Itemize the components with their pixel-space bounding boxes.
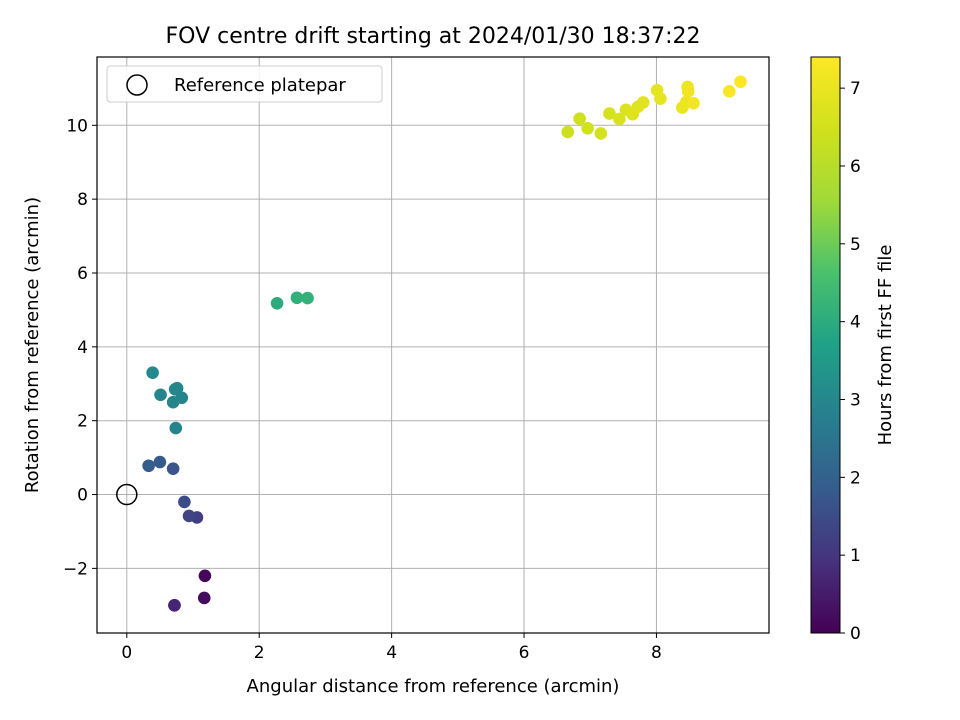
y-tick-label: 2: [77, 412, 88, 432]
data-point: [301, 291, 314, 305]
colorbar-tick-label: 7: [850, 79, 861, 99]
colorbar-tick-label: 0: [850, 624, 861, 644]
data-point: [722, 85, 736, 98]
colorbar-tick-label: 3: [850, 390, 861, 410]
data-point: [182, 509, 196, 523]
y-tick-label: 6: [77, 264, 88, 284]
data-point: [613, 112, 626, 126]
reference-marker: [116, 483, 138, 506]
data-point: [198, 569, 212, 583]
colorbar-label: Hours from first FF file: [875, 245, 896, 446]
data-point: [170, 381, 184, 395]
legend: Reference platepar: [106, 65, 383, 103]
y-tick-label: −2: [63, 559, 88, 579]
chart-title: FOV centre drift starting at 2024/01/30 …: [166, 24, 701, 49]
data-point: [734, 75, 747, 89]
y-tick-label: 8: [77, 190, 88, 210]
data-point: [178, 495, 191, 509]
x-axis: 0 2 4 6 8: [121, 633, 662, 663]
data-point: [687, 96, 700, 110]
legend-reference-marker: [126, 74, 148, 96]
x-tick-label: 8: [651, 643, 662, 663]
y-tick-label: 0: [77, 486, 88, 506]
data-point: [290, 291, 304, 305]
data-point: [168, 599, 181, 612]
data-point: [175, 391, 189, 405]
data-points: [142, 75, 747, 612]
x-tick-label: 4: [386, 643, 397, 663]
x-tick-label: 2: [254, 643, 265, 663]
y-axis-label: Rotation from reference (arcmin): [22, 197, 43, 493]
reference-platepar-marker: [116, 483, 138, 506]
data-point: [594, 127, 608, 140]
data-point: [142, 459, 155, 473]
colorbar-tick-label: 4: [850, 313, 861, 333]
data-point: [270, 296, 284, 310]
data-point: [581, 121, 594, 135]
legend-reference-label: Reference platepar: [174, 75, 346, 96]
colorbar-tick-label: 6: [850, 157, 861, 177]
data-point: [154, 388, 167, 402]
colorbar-gradient: [810, 56, 841, 634]
colorbar: 0 1 2 3 4 5 6 7 Hours from first FF file: [810, 56, 896, 644]
plot-frame: [96, 56, 770, 634]
x-tick-label: 0: [121, 643, 132, 663]
colorbar-tick-label: 2: [850, 468, 861, 488]
data-point: [561, 125, 575, 139]
colorbar-tick-label: 1: [850, 546, 861, 566]
data-point: [654, 92, 667, 106]
data-point: [153, 455, 167, 469]
data-point: [603, 107, 616, 120]
data-point: [636, 96, 650, 109]
data-point: [197, 591, 211, 605]
colorbar-ticks: 0 1 2 3 4 5 6 7: [840, 79, 861, 644]
data-point: [166, 462, 180, 475]
data-point: [169, 421, 183, 435]
plot-grid: [97, 57, 769, 633]
data-point: [681, 85, 695, 98]
data-point: [146, 366, 159, 379]
y-tick-label: 4: [77, 338, 88, 358]
y-tick-label: 10: [66, 116, 88, 136]
y-axis: −2 0 2 4 6 8 10: [63, 116, 97, 579]
data-point: [573, 112, 586, 125]
x-tick-label: 6: [519, 643, 530, 663]
x-axis-label: Angular distance from reference (arcmin): [247, 676, 620, 697]
legend-box: [106, 65, 383, 103]
colorbar-tick-label: 5: [850, 235, 861, 255]
